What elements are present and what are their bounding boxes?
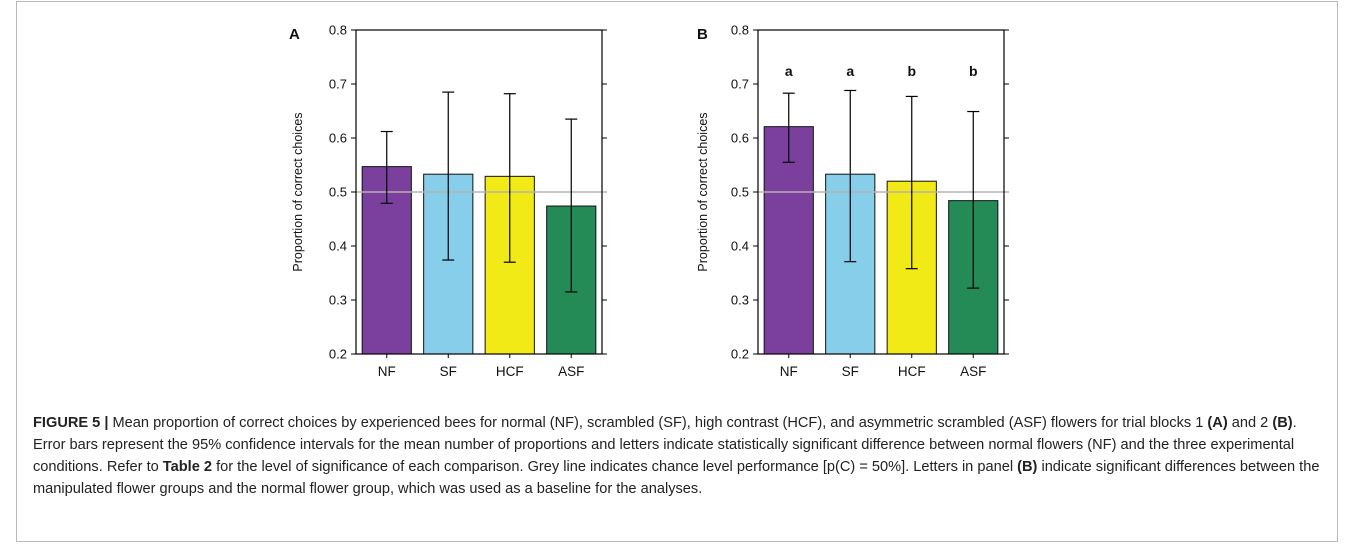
- y-tick-label: 0.8: [329, 23, 347, 38]
- y-tick-label: 0.3: [731, 293, 749, 308]
- y-tick-label: 0.7: [329, 77, 347, 92]
- caption-text-1: Mean proportion of correct choices by ex…: [108, 415, 1208, 431]
- panel-a-chart: A Proportion of correct choices 0.2 0.3 0.4 0…: [289, 23, 607, 379]
- x-tick-label: SF: [440, 364, 457, 379]
- panel-label: A: [289, 26, 300, 43]
- y-tick-label: 0.4: [329, 239, 347, 254]
- y-axis-label: Proportion of correct choices: [291, 112, 305, 271]
- y-tick-label: 0.7: [731, 77, 749, 92]
- x-tick-label: NF: [780, 364, 798, 379]
- caption-text-2: and 2: [1227, 415, 1273, 431]
- y-tick-label: 0.5: [731, 185, 749, 200]
- x-tick-label: NF: [378, 364, 396, 379]
- x-tick-label: HCF: [496, 364, 524, 379]
- x-tick-label: SF: [842, 364, 859, 379]
- plot-frame: [757, 29, 1005, 355]
- bar-nf: [763, 126, 814, 355]
- y-tick-label: 0.4: [731, 239, 749, 254]
- significance-letter: b: [969, 63, 978, 79]
- y-tick-label: 0.3: [329, 293, 347, 308]
- y-tick-label: 0.2: [731, 347, 749, 362]
- caption-ref-b-2: (B): [1017, 459, 1038, 475]
- y-tick-label: 0.6: [329, 131, 347, 146]
- caption-text-3: . Error bars represent the 95% confidenc…: [33, 415, 1297, 475]
- significance-letter: b: [907, 63, 916, 79]
- x-tick-label: ASF: [960, 364, 986, 379]
- caption-text-4: for the level of significance of each co…: [212, 459, 1018, 475]
- y-tick-label: 0.2: [329, 347, 347, 362]
- y-tick-label: 0.6: [731, 131, 749, 146]
- significance-letter: a: [846, 63, 854, 79]
- x-tick-label: ASF: [558, 364, 584, 379]
- caption-ref-b: (B): [1272, 415, 1293, 431]
- caption-ref-table: Table 2: [162, 459, 213, 475]
- x-tick-label: HCF: [898, 364, 926, 379]
- caption-text-5: indicate significant differences between…: [33, 459, 1320, 497]
- bar-sf: [825, 173, 876, 355]
- y-axis-label: Proportion of correct choices: [696, 112, 710, 271]
- significance-letter: a: [785, 63, 793, 79]
- figure-charts: A Proportion of correct choices 0.2 0.3 0.4 0…: [289, 23, 1009, 379]
- y-tick-label: 0.8: [731, 23, 749, 38]
- y-tick-label: 0.5: [329, 185, 347, 200]
- figure-label: FIGURE 5 |: [33, 415, 109, 431]
- figure-frame: [16, 1, 1338, 542]
- caption-ref-a: (A): [1207, 415, 1228, 431]
- panel-label: B: [697, 26, 708, 43]
- panel-b-chart: B Proportion of correct choices 0.2 0.3 0.4 0…: [696, 23, 1009, 379]
- plot-frame: [355, 29, 603, 355]
- figure-caption: FIGURE 5 | Mean proportion of correct ch…: [33, 412, 1333, 500]
